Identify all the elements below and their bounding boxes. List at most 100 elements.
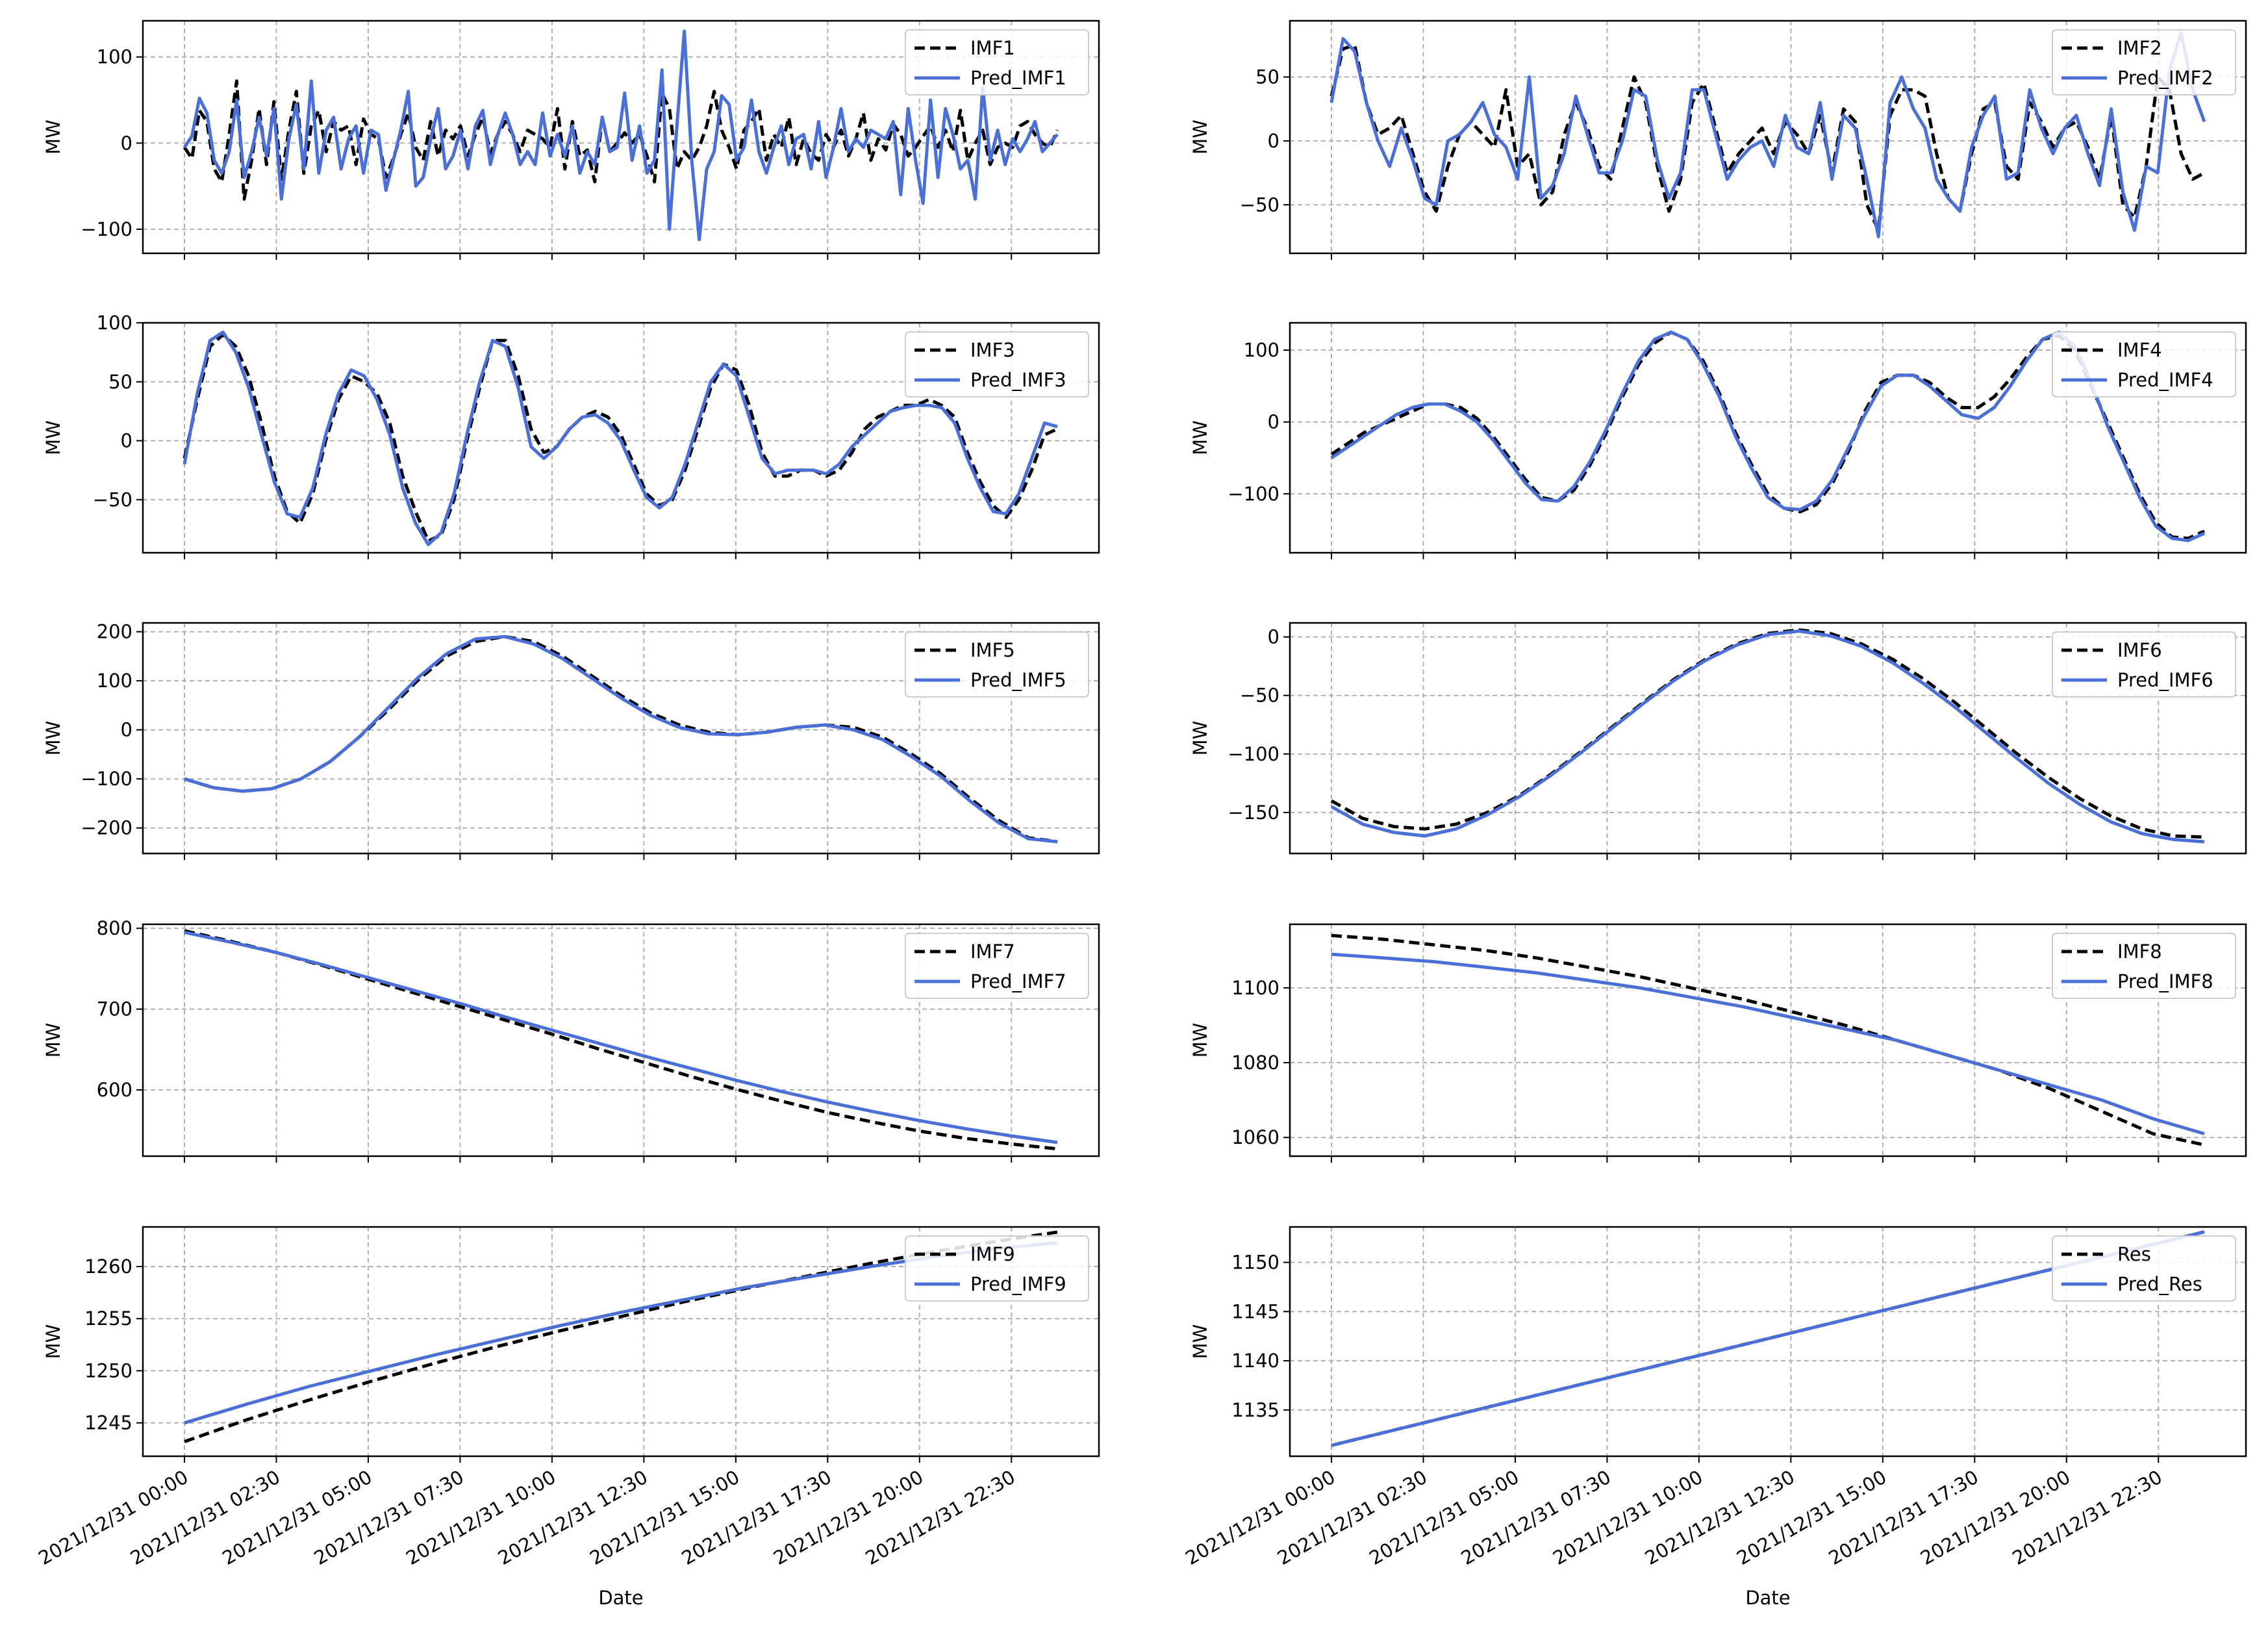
ylabel-res: MW: [1189, 1324, 1211, 1359]
legend-label-imf8-0: IMF8: [2117, 941, 2162, 963]
ytick-label-imf8-0: 1060: [1231, 1126, 1279, 1148]
legend-label-res-0: Res: [2117, 1243, 2151, 1265]
predicted-line-imf2: [1329, 31, 2206, 238]
ytick-label-imf7-1: 700: [97, 998, 132, 1020]
ytick-label-imf3-0: −50: [93, 488, 132, 511]
ytick-label-res-0: 1135: [1231, 1399, 1279, 1421]
axes-frame-imf7: [142, 923, 1100, 1157]
ytick-label-imf5-2: 0: [121, 719, 132, 741]
legend-label-imf4-1: Pred_IMF4: [2117, 369, 2213, 391]
axes-frame-imf5: [142, 622, 1100, 855]
actual-line-imf8: [1331, 933, 2205, 1147]
ytick-label-imf8-2: 1100: [1231, 977, 1279, 999]
predicted-line-imf8: [1331, 952, 2205, 1135]
ytick-label-imf9-3: 1260: [84, 1256, 132, 1278]
legend-imf5: IMF5 Pred_IMF5: [905, 631, 1089, 698]
ytick-label-imf9-0: 1245: [84, 1412, 132, 1434]
legend-imf3: IMF3 Pred_IMF3: [905, 331, 1089, 398]
ytick-label-imf6-3: 0: [1268, 626, 1279, 648]
predicted-line-imf7: [184, 930, 1058, 1144]
legend-imf4: IMF4 Pred_IMF4: [2052, 331, 2236, 398]
ylabel-imf8: MW: [1189, 1023, 1211, 1058]
ytick-label-imf3-2: 50: [108, 371, 132, 393]
legend-label-imf4-0: IMF4: [2117, 339, 2162, 361]
xtick-label-imf9-0: 2021/12/31 00:00: [34, 1466, 192, 1569]
ytick-label-imf4-2: 100: [1244, 339, 1279, 361]
ylabel-imf4: MW: [1189, 420, 1211, 455]
subplot-imf2: −50 0 50 MW IMF2 Pred_IMF2: [1189, 19, 2247, 260]
ytick-label-imf7-2: 800: [97, 917, 132, 939]
legend-res: Res Pred_Res: [2052, 1235, 2236, 1302]
subplot-imf4: −100 0 100 MW IMF4 Pred_IMF4: [1189, 322, 2247, 559]
actual-line-imf5: [184, 635, 1058, 844]
ytick-label-imf1-2: 100: [97, 46, 132, 68]
xlabel-res: Date: [1745, 1587, 1790, 1609]
ylabel-imf9: MW: [42, 1324, 64, 1359]
legend-label-imf6-0: IMF6: [2117, 639, 2162, 661]
ytick-label-imf2-0: −50: [1240, 194, 1279, 216]
ytick-label-imf2-1: 0: [1268, 130, 1279, 152]
ylabel-imf7: MW: [42, 1023, 64, 1058]
xtick-label-res-9: 2021/12/31 22:30: [2009, 1466, 2166, 1569]
axes-frame-imf3: [142, 322, 1100, 554]
legend-label-imf8-1: Pred_IMF8: [2117, 970, 2213, 992]
legend-imf6: IMF6 Pred_IMF6: [2052, 631, 2236, 698]
legend-imf9: IMF9 Pred_IMF9: [905, 1235, 1089, 1302]
legend-imf2: IMF2 Pred_IMF2: [2052, 29, 2236, 95]
legend-label-imf2-0: IMF2: [2117, 37, 2162, 59]
xtick-label-imf9-5: 2021/12/31 12:30: [494, 1466, 651, 1569]
xtick-label-res-2: 2021/12/31 05:00: [1365, 1466, 1522, 1569]
axes-frame-imf8: [1289, 923, 2247, 1157]
xtick-label-imf9-1: 2021/12/31 02:30: [127, 1466, 284, 1569]
legend-label-imf9-1: Pred_IMF9: [970, 1273, 1066, 1295]
predicted-line-imf6: [1330, 629, 2205, 844]
legend-imf1: IMF1 Pred_IMF1: [905, 29, 1089, 95]
ylabel-imf5: MW: [42, 721, 64, 756]
axes-frame-imf6: [1289, 622, 2247, 855]
predicted-line-imf1: [183, 29, 1059, 242]
ylabel-imf3: MW: [42, 420, 64, 455]
ytick-label-imf1-0: −100: [81, 218, 132, 240]
legend-label-imf2-1: Pred_IMF2: [2117, 67, 2213, 89]
legend-imf8: IMF8 Pred_IMF8: [2052, 933, 2236, 999]
xtick-label-imf9-3: 2021/12/31 07:30: [310, 1466, 468, 1569]
ytick-label-res-3: 1150: [1231, 1252, 1279, 1274]
ytick-label-imf6-2: −50: [1240, 685, 1279, 707]
ytick-label-imf5-4: 200: [97, 621, 132, 643]
predicted-line-imf3: [183, 331, 1058, 546]
ytick-label-imf4-1: 0: [1268, 411, 1279, 433]
xtick-label-res-5: 2021/12/31 12:30: [1641, 1466, 1798, 1569]
ytick-label-imf3-3: 100: [97, 312, 132, 334]
legend-label-imf5-1: Pred_IMF5: [970, 669, 1066, 691]
ytick-label-imf5-1: −100: [81, 768, 132, 790]
ytick-label-res-1: 1140: [1231, 1350, 1279, 1372]
legend-label-imf5-0: IMF5: [970, 639, 1015, 661]
legend-label-imf1-1: Pred_IMF1: [970, 67, 1066, 89]
ytick-label-imf5-0: −200: [81, 817, 132, 839]
xtick-label-imf9-2: 2021/12/31 05:00: [218, 1466, 375, 1569]
xtick-label-imf9-7: 2021/12/31 17:30: [678, 1466, 835, 1569]
ytick-label-imf2-2: 50: [1255, 66, 1279, 88]
xtick-label-res-6: 2021/12/31 15:00: [1733, 1466, 1890, 1569]
ytick-label-imf6-1: −100: [1228, 743, 1279, 765]
xtick-label-res-0: 2021/12/31 00:00: [1181, 1466, 1339, 1569]
axes-frame-imf1: [142, 19, 1100, 255]
xtick-label-res-8: 2021/12/31 20:00: [1917, 1466, 2074, 1569]
axes-frame-res: [1289, 1226, 2247, 1458]
ytick-label-imf1-1: 0: [121, 132, 132, 154]
xtick-label-imf9-9: 2021/12/31 22:30: [862, 1466, 1019, 1569]
ytick-label-imf4-0: −100: [1228, 483, 1279, 505]
axes-frame-imf2: [1289, 19, 2247, 255]
predicted-line-imf5: [184, 635, 1058, 844]
xtick-label-imf9-4: 2021/12/31 10:00: [402, 1466, 559, 1569]
subplot-imf5: −200 −100 0 100 200 MW IMF5 Pred_IMF5: [42, 621, 1100, 860]
xtick-label-imf9-8: 2021/12/31 20:00: [770, 1466, 927, 1569]
legend-label-imf1-0: IMF1: [970, 37, 1015, 59]
actual-line-imf1: [183, 79, 1059, 201]
subplot-imf7: 600 700 800 MW IMF7 Pred_IMF7: [42, 917, 1100, 1163]
legend-label-res-1: Pred_Res: [2117, 1273, 2202, 1295]
subplot-imf8: 1060 1080 1100 MW IMF8 Pred_IMF8: [1189, 923, 2247, 1163]
